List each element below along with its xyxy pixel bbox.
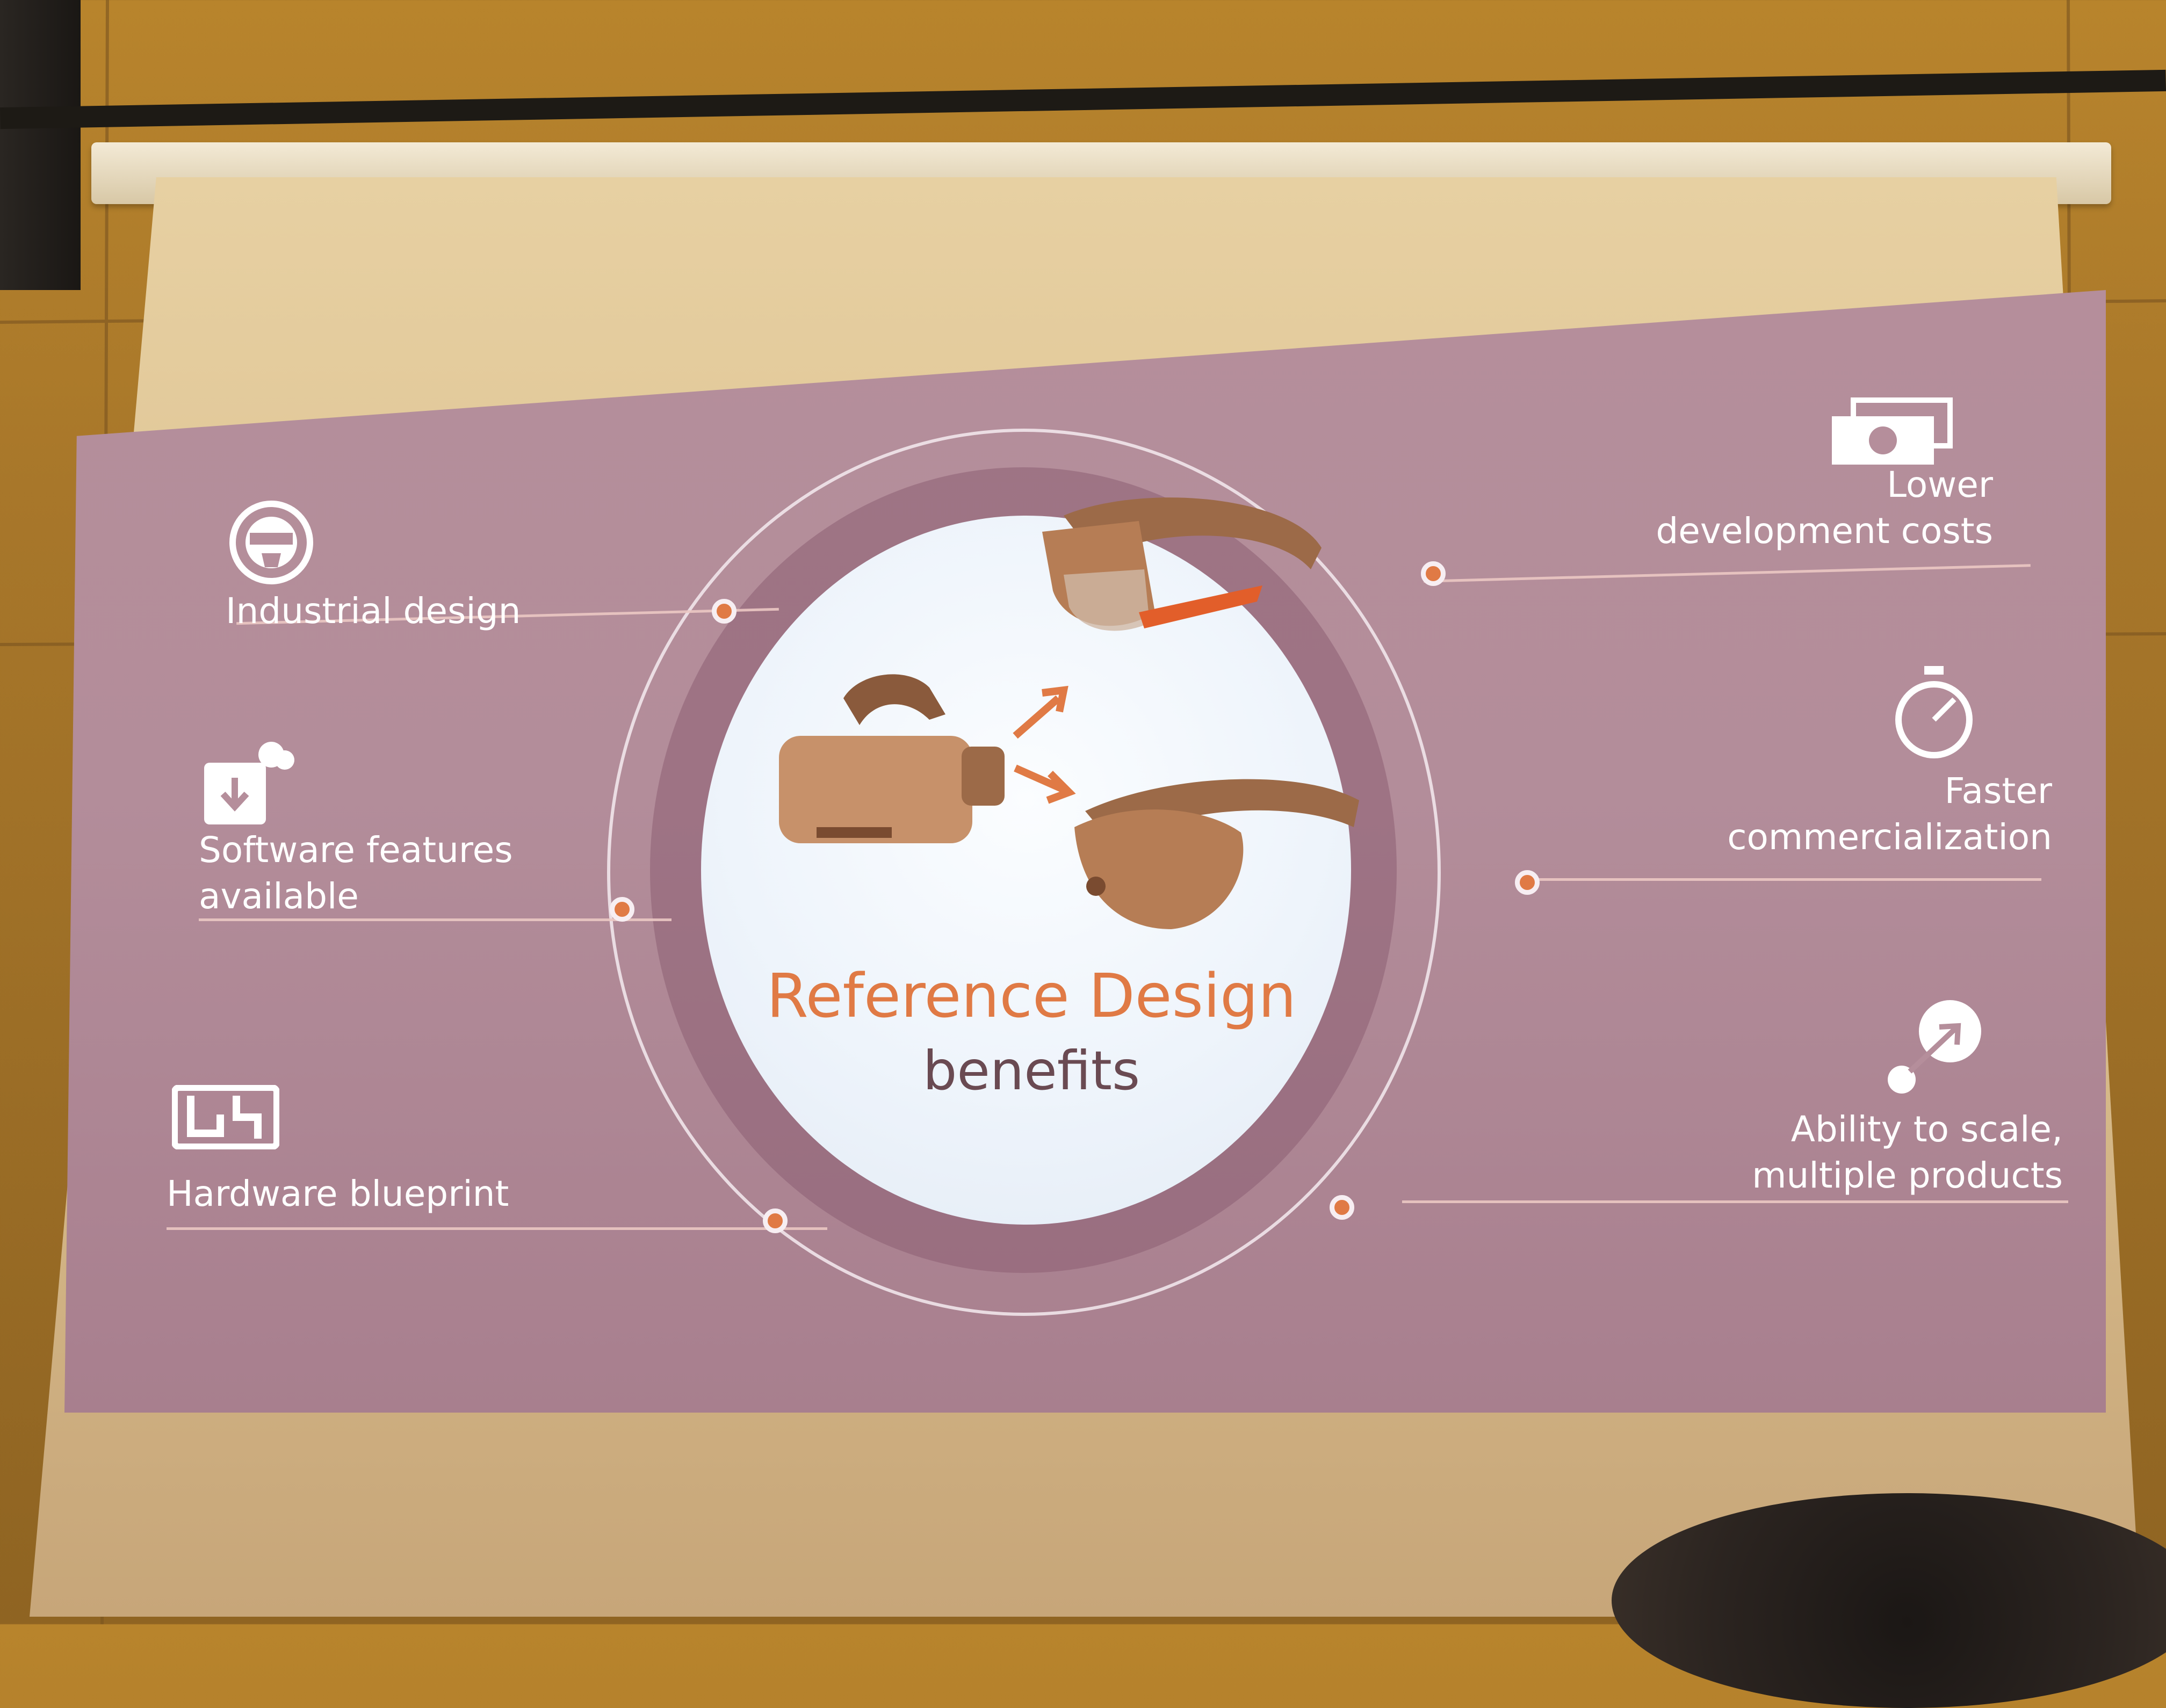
label-line: development costs xyxy=(1656,510,1993,552)
mr-headset-image xyxy=(1074,779,1359,929)
connector-line xyxy=(1520,878,2041,881)
label-line: Software features xyxy=(199,829,513,871)
connector-dot xyxy=(1421,561,1446,586)
circuit-board-icon xyxy=(172,1085,279,1149)
label-industrial-design: Industrial design xyxy=(226,590,521,632)
connector-line xyxy=(199,918,672,921)
software-download-icon xyxy=(204,742,294,824)
vr-head-icon xyxy=(229,501,313,584)
connector-dot xyxy=(1515,870,1540,895)
connector-line xyxy=(167,1227,827,1230)
connector-dot xyxy=(1330,1195,1354,1220)
arrow-icon xyxy=(1013,685,1076,804)
connector-line xyxy=(1424,564,2031,583)
label-lower-costs: Lower development costs xyxy=(1622,462,1993,554)
slide-subtitle: benefits xyxy=(922,1039,1140,1102)
vr-headset-image xyxy=(779,674,1005,843)
connector-dot xyxy=(610,897,634,922)
projected-slide: Industrial design Software features avai… xyxy=(64,290,2106,1413)
label-line: Lower xyxy=(1887,464,1993,505)
label-faster-commercialization: Faster commercialization xyxy=(1622,768,2052,860)
label-line: multiple products xyxy=(1752,1155,2063,1196)
label-line: Faster xyxy=(1944,770,2052,812)
stopwatch-icon xyxy=(1895,666,1973,758)
label-software-features: Software features available xyxy=(199,827,513,920)
ar-headset-image xyxy=(1042,497,1322,631)
connector-line xyxy=(1402,1200,2068,1203)
scale-arrow-icon xyxy=(1888,1000,1981,1094)
label-line: available xyxy=(199,875,359,917)
money-icon xyxy=(1832,397,1953,465)
slide-title: Reference Design xyxy=(766,961,1297,1031)
center-circle xyxy=(701,516,1351,1225)
connector-dot xyxy=(763,1208,788,1233)
label-hardware-blueprint: Hardware blueprint xyxy=(167,1173,509,1214)
audience-heads xyxy=(1612,1493,2166,1708)
label-ability-to-scale: Ability to scale, multiple products xyxy=(1622,1106,2063,1199)
outer-ring xyxy=(607,429,1441,1316)
label-line: Ability to scale, xyxy=(1790,1109,2063,1150)
label-line: commercialization xyxy=(1727,816,2052,858)
connector-dot xyxy=(712,599,737,624)
speaker xyxy=(0,0,81,290)
